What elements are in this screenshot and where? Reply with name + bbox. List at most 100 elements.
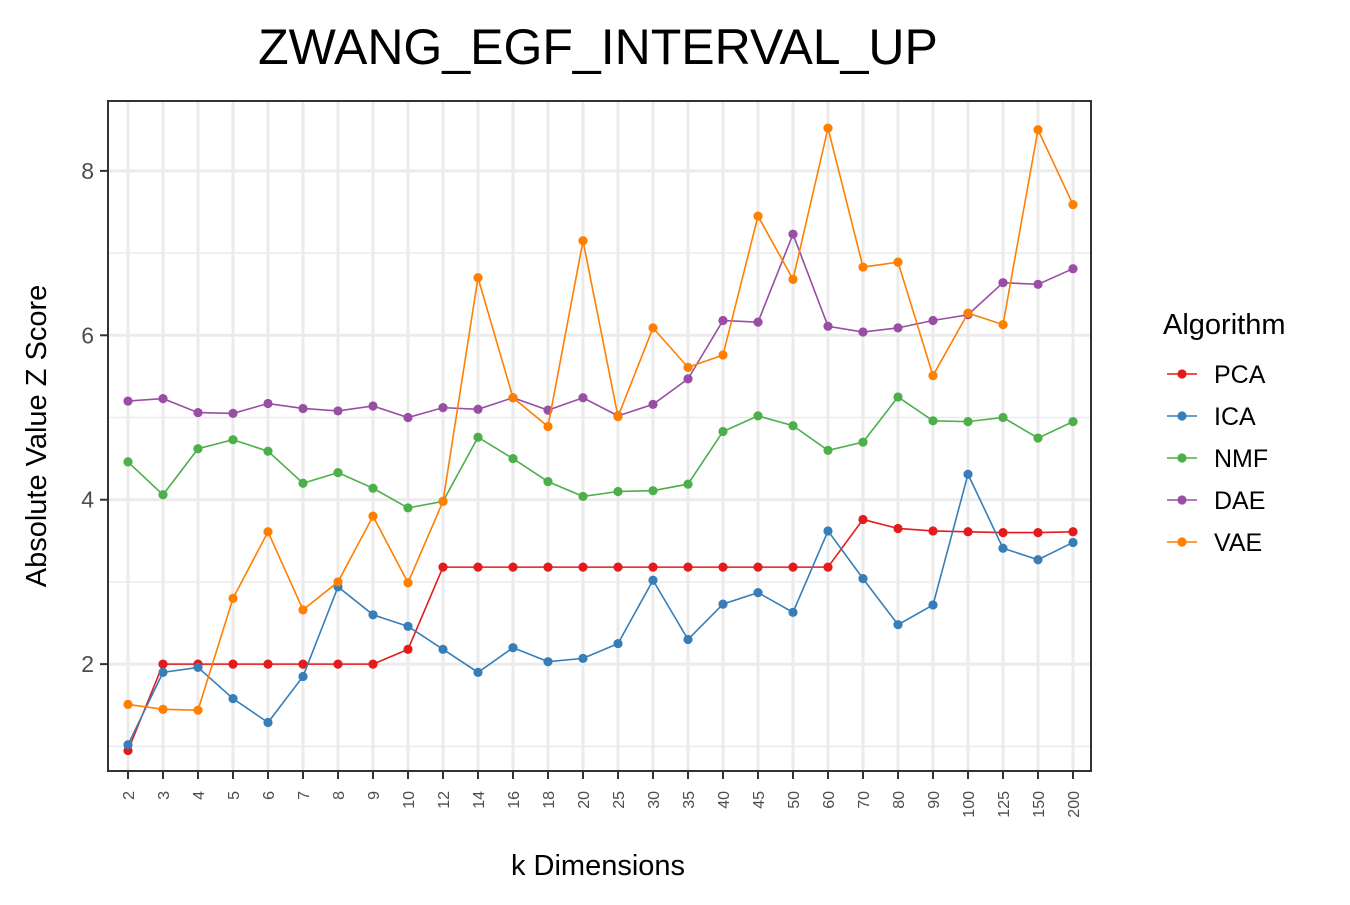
y-tick-label: 4 xyxy=(81,487,94,513)
data-point-pca xyxy=(473,562,483,572)
y-tick-label: 8 xyxy=(81,158,94,184)
x-tick-label: 200 xyxy=(1066,791,1083,818)
grid xyxy=(108,101,1091,771)
x-tick-label: 50 xyxy=(786,791,803,809)
x-tick-label: 5 xyxy=(226,791,243,800)
data-point-nmf xyxy=(648,486,658,496)
data-point-vae xyxy=(613,412,623,422)
data-point-ica xyxy=(368,610,378,620)
data-point-pca xyxy=(718,562,728,572)
series-line-nmf xyxy=(127,395,1074,509)
x-tick-label: 16 xyxy=(506,791,523,809)
legend-key-point xyxy=(1177,369,1187,379)
x-tick-label: 18 xyxy=(541,791,558,809)
data-point-nmf xyxy=(753,411,763,421)
data-point-vae xyxy=(1068,199,1078,210)
data-point-nmf xyxy=(1033,433,1043,443)
data-point-dae xyxy=(998,278,1008,288)
x-tick-label: 4 xyxy=(191,791,208,800)
data-point-nmf xyxy=(928,416,938,426)
data-point-nmf xyxy=(823,445,833,455)
x-tick-label: 30 xyxy=(646,791,663,809)
x-tick-label: 25 xyxy=(611,791,628,809)
data-point-pca xyxy=(823,562,833,572)
data-point-dae xyxy=(578,393,588,403)
data-point-pca xyxy=(858,514,868,525)
y-tick-label: 2 xyxy=(81,651,94,677)
data-point-pca xyxy=(543,562,553,572)
data-point-ica xyxy=(263,717,273,728)
data-point-pca xyxy=(263,659,273,669)
data-point-dae xyxy=(193,407,203,418)
data-point-ica xyxy=(788,607,798,617)
data-point-ica xyxy=(508,643,518,653)
data-point-nmf xyxy=(998,412,1008,423)
legend-label: ICA xyxy=(1214,403,1256,431)
data-point-ica xyxy=(718,599,728,609)
data-point-nmf xyxy=(963,417,973,427)
series-group xyxy=(123,123,1078,756)
legend-key-point xyxy=(1177,495,1187,505)
legend-key-point xyxy=(1177,537,1187,547)
data-point-vae xyxy=(998,320,1008,330)
data-point-ica xyxy=(543,657,553,667)
legend-label: PCA xyxy=(1214,361,1266,389)
data-point-dae xyxy=(438,403,448,413)
x-tick-label: 6 xyxy=(261,791,278,800)
data-point-dae xyxy=(928,315,938,326)
data-point-vae xyxy=(403,578,413,588)
data-point-nmf xyxy=(123,457,133,467)
data-point-vae xyxy=(683,362,693,372)
x-tick-label: 2 xyxy=(121,791,138,800)
legend-item-nmf: NMF xyxy=(1167,445,1268,473)
data-point-ica xyxy=(963,469,973,479)
data-point-dae xyxy=(753,317,763,327)
data-point-nmf xyxy=(228,435,238,445)
data-point-ica xyxy=(438,644,448,654)
data-point-vae xyxy=(228,593,238,603)
data-point-pca xyxy=(403,644,413,654)
data-point-dae xyxy=(403,412,413,423)
x-tick-label: 35 xyxy=(681,791,698,809)
data-point-vae xyxy=(648,323,658,333)
data-point-nmf xyxy=(893,392,903,402)
data-point-pca xyxy=(648,562,658,572)
data-point-vae xyxy=(298,605,308,615)
data-point-vae xyxy=(718,350,728,360)
data-point-nmf xyxy=(368,483,378,493)
legend-item-pca: PCA xyxy=(1167,361,1266,389)
data-point-dae xyxy=(158,393,168,404)
data-point-nmf xyxy=(193,444,203,454)
data-point-pca xyxy=(683,562,693,572)
data-point-vae xyxy=(858,262,868,272)
data-point-pca xyxy=(613,562,623,572)
data-point-vae xyxy=(788,274,798,284)
legend-label: DAE xyxy=(1214,487,1265,515)
data-point-ica xyxy=(578,653,588,663)
chart-title: ZWANG_EGF_INTERVAL_UP xyxy=(258,19,938,75)
series-line-ica xyxy=(127,471,1074,746)
data-point-ica xyxy=(123,740,133,750)
data-point-dae xyxy=(123,396,133,406)
data-point-dae xyxy=(718,315,728,326)
data-point-nmf xyxy=(263,446,273,456)
data-point-pca xyxy=(333,659,343,669)
data-point-vae xyxy=(963,308,973,318)
data-point-ica xyxy=(473,667,483,677)
data-point-nmf xyxy=(718,426,728,437)
data-point-dae xyxy=(298,403,308,414)
data-point-vae xyxy=(928,370,938,381)
data-point-ica xyxy=(893,620,903,630)
x-tick-label: 80 xyxy=(891,791,908,809)
x-tick-label: 90 xyxy=(926,791,943,809)
data-point-ica xyxy=(193,662,203,673)
data-point-dae xyxy=(1033,279,1043,289)
data-point-nmf xyxy=(788,421,798,431)
series-line-vae xyxy=(127,127,1074,711)
x-tick-label: 150 xyxy=(1031,791,1048,818)
data-point-nmf xyxy=(858,437,868,447)
data-point-vae xyxy=(753,211,763,221)
data-point-ica xyxy=(158,667,168,677)
